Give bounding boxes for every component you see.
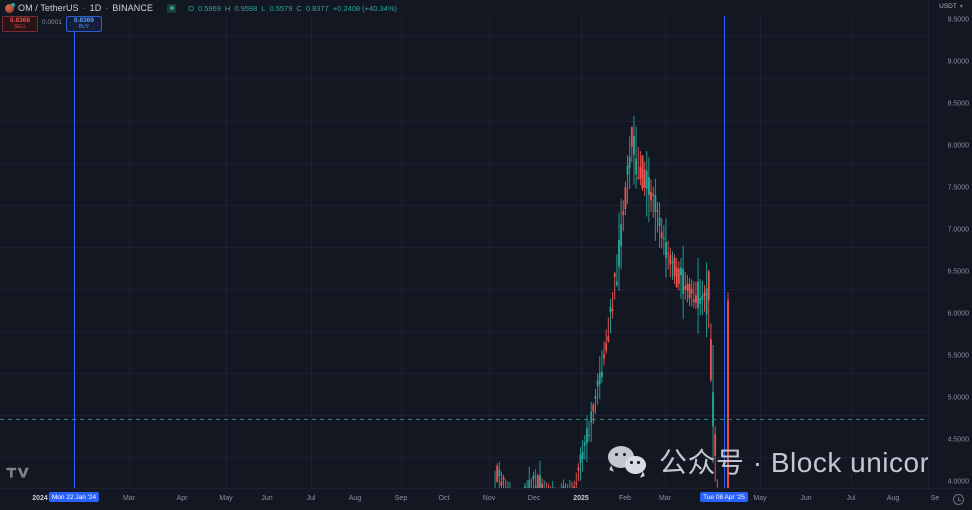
sell-price: 0.8368: [10, 17, 30, 24]
price-axis-tick: 6.0000: [947, 310, 969, 318]
gridline-v: [760, 16, 761, 488]
time-axis-tick: Nov: [482, 495, 496, 502]
time-axis-tick: Aug: [886, 495, 900, 502]
legend-separator-1: ·: [82, 3, 86, 13]
time-axis[interactable]: 2024 Mar Apr May Jun Jul Aug Sep Oct Nov Dec 2025 Fe…: [0, 488, 972, 510]
gridline-h: [0, 36, 928, 37]
price-axis-tick: 5.0000: [947, 394, 969, 402]
buy-price: 0.8369: [73, 17, 94, 24]
range-start-cursor-line[interactable]: [74, 16, 75, 488]
price-axis-tick: 4.0000: [947, 478, 969, 486]
candlestick-series: [494, 115, 729, 488]
time-axis-tick: Mar: [122, 495, 136, 502]
low-value: 0.5579: [269, 3, 293, 13]
price-axis-tick: 5.5000: [947, 352, 969, 360]
time-axis-tick: Oct: [438, 495, 450, 502]
high-key: H: [224, 3, 231, 13]
gridline-v: [581, 16, 582, 488]
chart-legend-bar: OM / TetherUS · 1D · BINANCE O 0.5969 H …: [0, 0, 972, 16]
time-axis-tick: Apr: [176, 495, 188, 502]
change-value: +0.2408 (+40.34%): [332, 3, 397, 13]
time-axis-tick: Dec: [527, 495, 541, 502]
buy-badge[interactable]: 0.8369 BUY: [65, 16, 102, 33]
tradingview-logo[interactable]: [6, 465, 32, 484]
time-axis-tick: May: [753, 495, 767, 502]
sell-label: SELL: [13, 23, 27, 30]
time-axis-tick: Jun: [261, 495, 273, 502]
time-axis-tick: 2025: [573, 495, 589, 502]
ohlc-values: O 0.5969 H 0.9598 L 0.5579 C 0.8377 +0.2…: [188, 4, 397, 13]
clock-icon[interactable]: [953, 494, 964, 505]
symbol-name[interactable]: OM / TetherUS: [18, 3, 79, 13]
gridline-h: [0, 415, 928, 416]
time-axis-tick: Mar: [658, 495, 672, 502]
crosshair-date-badge[interactable]: Tue 08 Apr '25: [700, 492, 748, 502]
gridline-v: [311, 16, 312, 488]
chart-pane[interactable]: [0, 16, 928, 488]
crosshair-cursor-line[interactable]: [724, 16, 725, 488]
gridline-h: [0, 289, 928, 290]
spread-value: 0.0001: [42, 19, 62, 26]
interval-label[interactable]: 1D: [89, 3, 102, 13]
time-axis-tick: May: [219, 495, 233, 502]
sell-badge[interactable]: 0.8368 SELL: [2, 16, 38, 33]
gridline-v: [226, 16, 227, 488]
price-axis-tick: 8.5000: [947, 100, 969, 108]
gridline-h: [0, 163, 928, 164]
gridline-v: [489, 16, 490, 488]
close-value: 0.8377: [305, 3, 329, 13]
order-badges: 0.8368 SELL 0.0001 0.8369 BUY: [2, 16, 102, 33]
price-axis[interactable]: USDT ▾ 9.5000 9.0000 8.5000 8.0000 7.5000 7.0…: [928, 0, 972, 488]
gridline-h: [0, 247, 928, 248]
time-axis-tick: 2024: [32, 495, 48, 502]
legend-separator-2: ·: [105, 3, 109, 13]
time-axis-tick: Sep: [394, 495, 408, 502]
price-axis-tick: 7.5000: [947, 184, 969, 192]
gridline-h: [0, 373, 928, 374]
price-axis-tick: 8.0000: [947, 142, 969, 150]
chevron-down-icon[interactable]: ▾: [959, 4, 963, 10]
gridline-h: [0, 331, 928, 332]
price-axis-tick: 7.0000: [947, 226, 969, 234]
gridline-h: [0, 205, 928, 206]
price-axis-unit: USDT: [939, 3, 957, 10]
price-axis-header[interactable]: USDT ▾: [929, 3, 972, 10]
time-axis-tick: Se: [930, 495, 940, 502]
price-axis-tick: 9.5000: [947, 16, 969, 24]
series-visibility-icon[interactable]: [167, 3, 177, 13]
price-axis-tick: 4.5000: [947, 436, 969, 444]
close-key: C: [296, 3, 302, 13]
gridline-v: [401, 16, 402, 488]
gridline-h: [0, 78, 928, 79]
time-axis-tick: Jul: [846, 495, 856, 502]
time-axis-tick: Aug: [348, 495, 362, 502]
price-axis-tick: 6.5000: [947, 268, 969, 276]
price-axis-tick: 9.0000: [947, 58, 969, 66]
low-key: L: [261, 3, 266, 13]
exchange-label[interactable]: BINANCE: [112, 3, 154, 13]
gridline-h: [0, 121, 928, 122]
open-value: 0.5969: [197, 3, 221, 13]
gridline-v: [851, 16, 852, 488]
open-key: O: [188, 3, 194, 13]
symbol-logo-icon: [5, 2, 15, 13]
gridline-v: [129, 16, 130, 488]
current-price-line: [0, 419, 928, 420]
time-axis-tick: Feb: [618, 495, 632, 502]
time-axis-tick: Jul: [306, 495, 316, 502]
range-start-badge[interactable]: Mon 22 Jan '24: [48, 492, 100, 502]
time-axis-tick: Jun: [800, 495, 812, 502]
buy-label: BUY: [78, 23, 90, 30]
high-value: 0.9598: [234, 3, 258, 13]
gridline-h: [0, 457, 928, 458]
